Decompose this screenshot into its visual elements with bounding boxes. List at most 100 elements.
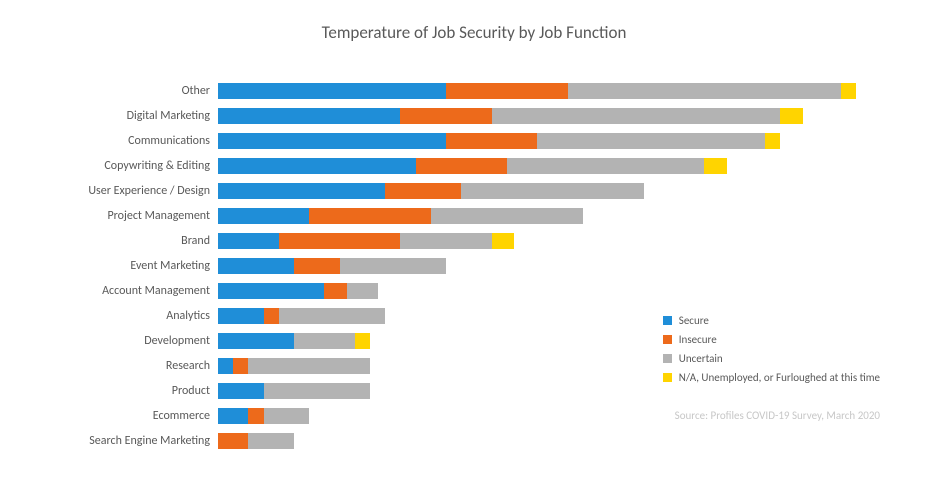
bar-segment-insecure (385, 183, 461, 199)
bar-segment-uncertain (507, 158, 705, 174)
bar-segment-uncertain (461, 183, 643, 199)
bar-row: Brand (40, 230, 910, 252)
bar-segment-secure (218, 308, 264, 324)
stacked-bar (218, 258, 446, 274)
bar-segment-insecure (264, 308, 279, 324)
category-label: Ecommerce (40, 409, 218, 423)
bar-segment-uncertain (264, 408, 310, 424)
bar-row: Communications (40, 130, 910, 152)
source-caption: Source: Profiles COVID-19 Survey, March … (675, 409, 880, 422)
legend: Secure Insecure Uncertain N/A, Unemployed, … (663, 314, 880, 390)
stacked-bar (218, 183, 644, 199)
stacked-bar (218, 283, 378, 299)
legend-label: Insecure (679, 333, 717, 346)
category-label: Communications (40, 134, 218, 148)
bar-segment-insecure (233, 358, 248, 374)
bar-segment-insecure (218, 433, 248, 449)
category-label: Analytics (40, 309, 218, 323)
bar-rows: Other Digital Marketing Communications Copy… (40, 80, 910, 452)
bar-segment-na (355, 333, 370, 349)
bar-segment-insecure (279, 233, 401, 249)
category-label: Other (40, 84, 218, 98)
bar-segment-secure (218, 233, 279, 249)
category-label: User Experience / Design (40, 184, 218, 198)
bar-row: Account Management (40, 280, 910, 302)
legend-swatch (663, 316, 672, 325)
category-label: Product (40, 384, 218, 398)
legend-label: Uncertain (679, 352, 723, 365)
stacked-bar (218, 408, 309, 424)
stacked-bar (218, 433, 294, 449)
bar-segment-na (492, 233, 515, 249)
bar-segment-secure (218, 283, 324, 299)
bar-segment-uncertain (400, 233, 491, 249)
bar-segment-uncertain (347, 283, 377, 299)
bar-segment-insecure (294, 258, 340, 274)
bar-segment-insecure (248, 408, 263, 424)
bar-row: Other (40, 80, 910, 102)
bar-segment-secure (218, 133, 446, 149)
legend-item: Secure (663, 314, 880, 327)
bar-segment-secure (218, 83, 446, 99)
bar-segment-insecure (416, 158, 507, 174)
category-label: Search Engine Marketing (40, 434, 218, 448)
stacked-bar (218, 208, 583, 224)
bar-segment-uncertain (279, 308, 385, 324)
bar-row: User Experience / Design (40, 180, 910, 202)
bar-segment-uncertain (340, 258, 446, 274)
legend-item: N/A, Unemployed, or Furloughed at this t… (663, 371, 880, 384)
bar-segment-secure (218, 383, 264, 399)
bar-segment-secure (218, 183, 385, 199)
bar-segment-uncertain (537, 133, 765, 149)
bar-segment-insecure (446, 133, 537, 149)
stacked-bar (218, 158, 727, 174)
category-label: Copywriting & Editing (40, 159, 218, 173)
bar-segment-insecure (400, 108, 491, 124)
stacked-bar (218, 83, 856, 99)
category-label: Event Marketing (40, 259, 218, 273)
bar-segment-secure (218, 208, 309, 224)
bar-segment-uncertain (248, 358, 370, 374)
stacked-bar (218, 108, 803, 124)
legend-swatch (663, 373, 672, 382)
bar-row: Search Engine Marketing (40, 430, 910, 452)
bar-segment-secure (218, 408, 248, 424)
legend-swatch (663, 335, 672, 344)
bar-segment-secure (218, 108, 400, 124)
category-label: Account Management (40, 284, 218, 298)
bar-segment-na (841, 83, 856, 99)
bar-segment-na (704, 158, 727, 174)
bar-segment-insecure (446, 83, 568, 99)
bar-segment-secure (218, 258, 294, 274)
bar-segment-uncertain (568, 83, 842, 99)
chart-area: Other Digital Marketing Communications Copy… (40, 80, 910, 450)
bar-segment-na (780, 108, 803, 124)
category-label: Digital Marketing (40, 109, 218, 123)
bar-segment-uncertain (294, 333, 355, 349)
legend-label: N/A, Unemployed, or Furloughed at this t… (679, 371, 880, 384)
category-label: Project Management (40, 209, 218, 223)
bar-row: Project Management (40, 205, 910, 227)
bar-segment-na (765, 133, 780, 149)
stacked-bar (218, 358, 370, 374)
category-label: Research (40, 359, 218, 373)
bar-segment-secure (218, 158, 416, 174)
legend-item: Insecure (663, 333, 880, 346)
bar-segment-insecure (324, 283, 347, 299)
legend-swatch (663, 354, 672, 363)
bar-segment-insecure (309, 208, 431, 224)
stacked-bar (218, 308, 385, 324)
stacked-bar (218, 233, 514, 249)
bar-row: Digital Marketing (40, 105, 910, 127)
bar-segment-secure (218, 358, 233, 374)
category-label: Brand (40, 234, 218, 248)
bar-segment-uncertain (248, 433, 294, 449)
stacked-bar (218, 333, 370, 349)
bar-row: Copywriting & Editing (40, 155, 910, 177)
legend-item: Uncertain (663, 352, 880, 365)
category-label: Development (40, 334, 218, 348)
bar-segment-uncertain (264, 383, 370, 399)
bar-row: Event Marketing (40, 255, 910, 277)
bar-segment-secure (218, 333, 294, 349)
stacked-bar (218, 133, 780, 149)
